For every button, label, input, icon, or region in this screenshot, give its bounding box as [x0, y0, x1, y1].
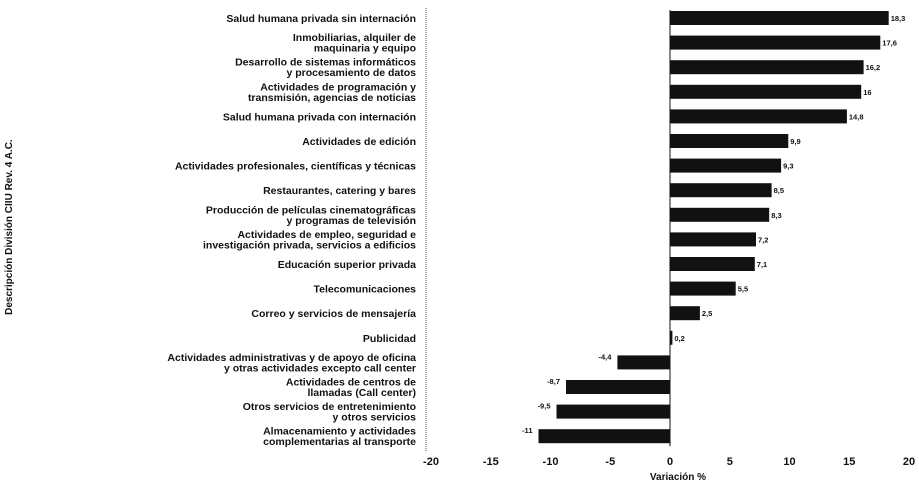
x-tick-label: -5 [605, 456, 615, 468]
x-axis-ticks: -20 -15 -10 -5 0 5 10 15 20 [423, 456, 915, 468]
value-label: 0,2 [674, 334, 684, 343]
bars [538, 11, 889, 444]
category-label: Actividades de empleo, seguridad e invest… [203, 229, 416, 252]
category-label: Actividades de edición [302, 136, 416, 148]
x-tick-label: 5 [727, 456, 733, 468]
value-label: 18,3 [891, 14, 906, 23]
value-label: 7,2 [758, 235, 768, 244]
bar [670, 281, 736, 296]
value-label: 16,2 [866, 63, 881, 72]
value-label: 8,3 [771, 211, 781, 220]
category-label: Publicidad [363, 333, 416, 345]
value-label: -4,4 [598, 352, 612, 361]
bar [670, 158, 782, 173]
x-tick-label: 10 [783, 456, 795, 468]
x-tick-label: -10 [543, 456, 559, 468]
value-labels: 18,3 17,6 16,2 16 14,8 9,9 9,3 8,5 8,3 7,2 7,1 5,5 2… [522, 14, 905, 435]
bar [670, 330, 673, 345]
value-label: 17,6 [882, 39, 897, 48]
bar [670, 207, 770, 222]
category-label: Educación superior privada [278, 259, 416, 271]
value-label: -8,7 [547, 377, 560, 386]
value-label: -11 [522, 426, 532, 435]
bar [670, 306, 700, 321]
category-label: Actividades de centros de llamadas (Call … [286, 377, 416, 400]
bar [556, 404, 670, 419]
bar [670, 183, 772, 198]
category-labels: Salud humana privada sin internación Inmo… [167, 13, 416, 448]
value-label: 7,1 [757, 260, 767, 269]
category-label: Salud humana privada sin internación [226, 13, 416, 25]
bar [617, 355, 670, 370]
value-label: 9,3 [783, 162, 793, 171]
x-axis-title: Variación % [650, 472, 706, 483]
category-label: Actividades de programación y transmisión… [248, 81, 416, 104]
category-label: Inmobiliarias, alquiler de maquinaria y e… [293, 32, 416, 55]
bar [670, 232, 756, 247]
value-label: 16 [863, 88, 871, 97]
value-label: 8,5 [774, 186, 784, 195]
bar [538, 429, 670, 444]
bar [566, 380, 670, 394]
x-tick-label: 15 [843, 456, 855, 468]
value-label: 2,5 [702, 309, 712, 318]
bar [670, 35, 881, 50]
category-label: Telecomunicaciones [313, 284, 416, 296]
value-label: 5,5 [738, 285, 748, 294]
bar [670, 109, 847, 124]
bar [670, 60, 864, 75]
x-tick-label: -15 [483, 456, 499, 468]
y-axis-title: Descripción División CIIU Rev. 4 A.C. [4, 139, 15, 315]
value-label: -9,5 [538, 402, 551, 411]
x-tick-label: 20 [903, 456, 915, 468]
category-label: Correo y servicios de mensajería [251, 308, 416, 320]
category-label: Salud humana privada con internación [223, 111, 416, 123]
value-label: 9,9 [790, 137, 800, 146]
category-label: Almacenamiento y actividades complementar… [263, 426, 416, 449]
category-label: Actividades administrativas y de apoyo d… [167, 352, 416, 375]
bar [670, 84, 862, 99]
bar [670, 257, 755, 271]
x-tick-label: 0 [667, 456, 673, 468]
category-label: Actividades profesionales, científicas y… [175, 161, 416, 173]
category-label: Otros servicios de entretenimiento y otro… [243, 401, 416, 424]
bar [670, 11, 889, 25]
category-label: Desarrollo de sistemas informáticos y pro… [235, 57, 416, 80]
category-label: Producción de películas cinematográficas… [206, 204, 416, 227]
value-label: 14,8 [849, 112, 864, 121]
x-tick-label: -20 [423, 456, 439, 468]
category-label: Restaurantes, catering y bares [263, 185, 416, 197]
bar [670, 134, 789, 148]
